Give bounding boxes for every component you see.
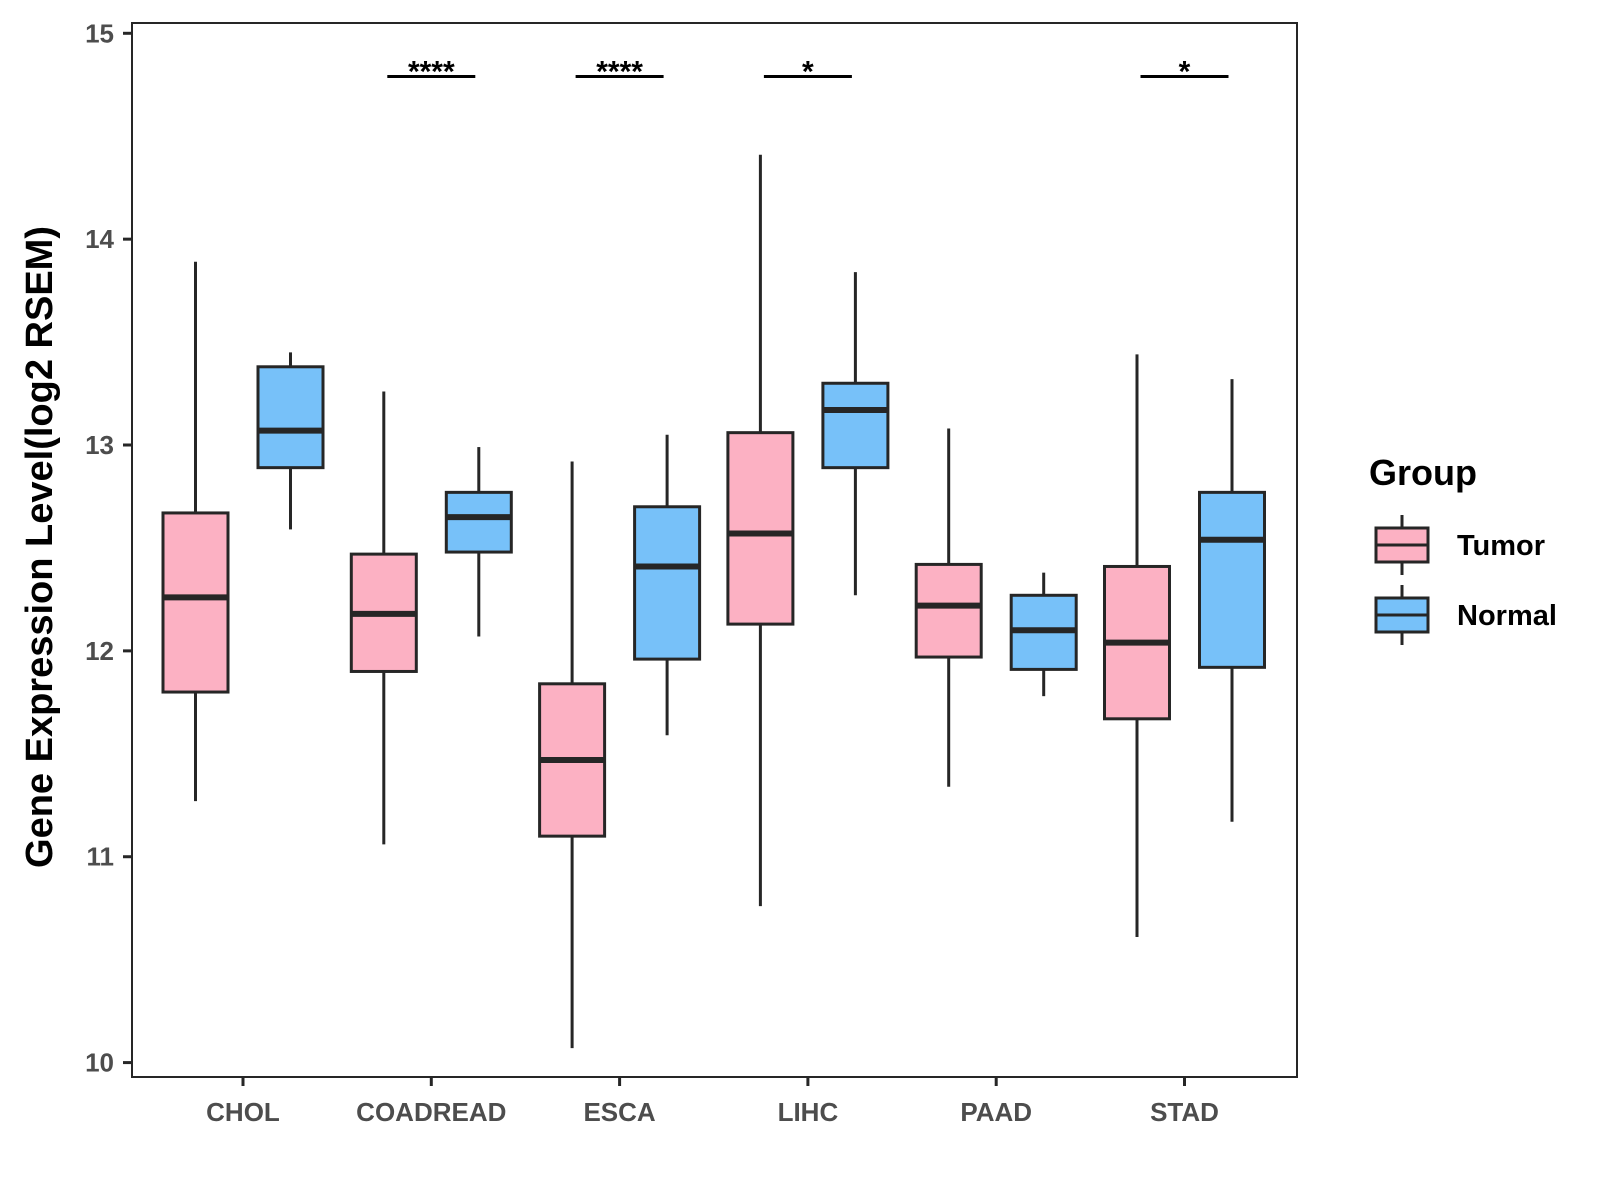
y-tick-label: 12 bbox=[85, 636, 114, 666]
box-tumor-coadread bbox=[349, 391, 418, 845]
box-iqr bbox=[161, 511, 230, 694]
significance-label: **** bbox=[596, 56, 643, 89]
box-iqr bbox=[256, 365, 325, 470]
y-axis-title: Gene Expression Level(log2 RSEM) bbox=[19, 226, 61, 868]
significance-lihc: * bbox=[763, 56, 852, 89]
significance-esca: **** bbox=[575, 56, 664, 89]
legend-title: Group bbox=[1369, 452, 1477, 493]
box-tumor-stad bbox=[1103, 354, 1171, 938]
box-iqr bbox=[726, 431, 795, 626]
y-tick-label: 13 bbox=[85, 430, 114, 460]
box-tumor-esca bbox=[538, 461, 607, 1049]
legend-item-normal: Normal bbox=[1374, 585, 1557, 645]
box-normal-paad bbox=[1009, 572, 1078, 697]
y-tick-label: 10 bbox=[85, 1048, 114, 1078]
x-tick-label: LIHC bbox=[778, 1097, 839, 1127]
x-tick-label: ESCA bbox=[583, 1097, 655, 1127]
box-tumor-paad bbox=[914, 428, 983, 787]
box-normal-esca bbox=[633, 434, 702, 736]
significance-label: * bbox=[1179, 56, 1191, 89]
panel-border bbox=[131, 22, 1298, 1078]
box-normal-chol bbox=[256, 352, 325, 530]
box-iqr bbox=[821, 381, 890, 470]
box-normal-stad bbox=[1198, 379, 1266, 822]
box-tumor-lihc bbox=[726, 154, 795, 907]
box-iqr bbox=[633, 505, 702, 661]
box-normal-coadread bbox=[444, 447, 513, 637]
significance-label: **** bbox=[408, 56, 455, 89]
box-normal-lihc bbox=[821, 272, 890, 596]
significance-stad: * bbox=[1140, 56, 1229, 89]
significance-label: * bbox=[802, 56, 814, 89]
x-tick-label: COADREAD bbox=[356, 1097, 506, 1127]
box-iqr bbox=[1198, 490, 1266, 669]
y-tick-label: 11 bbox=[87, 842, 115, 872]
y-tick-label: 15 bbox=[85, 18, 114, 48]
box-iqr bbox=[914, 562, 983, 659]
legend-item-tumor: Tumor bbox=[1374, 515, 1545, 575]
significance-coadread: **** bbox=[387, 56, 476, 89]
x-tick-label: STAD bbox=[1150, 1097, 1219, 1127]
x-tick-label: PAAD bbox=[960, 1097, 1032, 1127]
axes: 10 11 12 13 14 15 CHOL COADREAD ESCA LIHC PAAD STAD bbox=[85, 18, 1298, 1127]
box-iqr bbox=[444, 490, 513, 554]
y-tick-label: 14 bbox=[85, 224, 114, 254]
legend: Group Tumor Normal bbox=[1369, 452, 1557, 645]
legend-label-tumor: Tumor bbox=[1457, 530, 1545, 562]
x-tick-label: CHOL bbox=[206, 1097, 280, 1127]
box-tumor-chol bbox=[161, 261, 230, 802]
legend-label-normal: Normal bbox=[1457, 600, 1557, 632]
plot-area: **** **** * * bbox=[161, 56, 1266, 1049]
